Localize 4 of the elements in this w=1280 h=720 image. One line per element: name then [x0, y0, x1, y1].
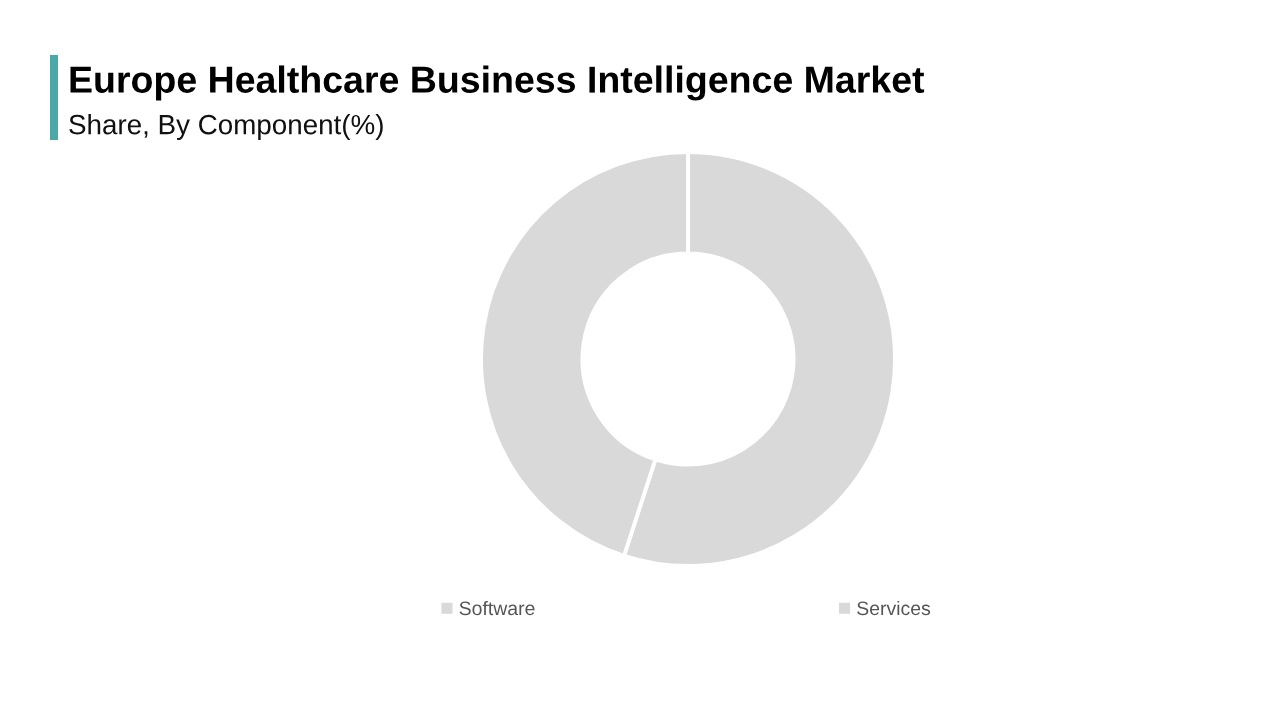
- chart-title: Europe Healthcare Business Intelligence Market: [70, 65, 925, 101]
- legend-label: Software: [459, 600, 535, 616]
- legend-label: Services: [857, 600, 931, 616]
- chart-subtitle: Share, By Component(%): [69, 114, 383, 140]
